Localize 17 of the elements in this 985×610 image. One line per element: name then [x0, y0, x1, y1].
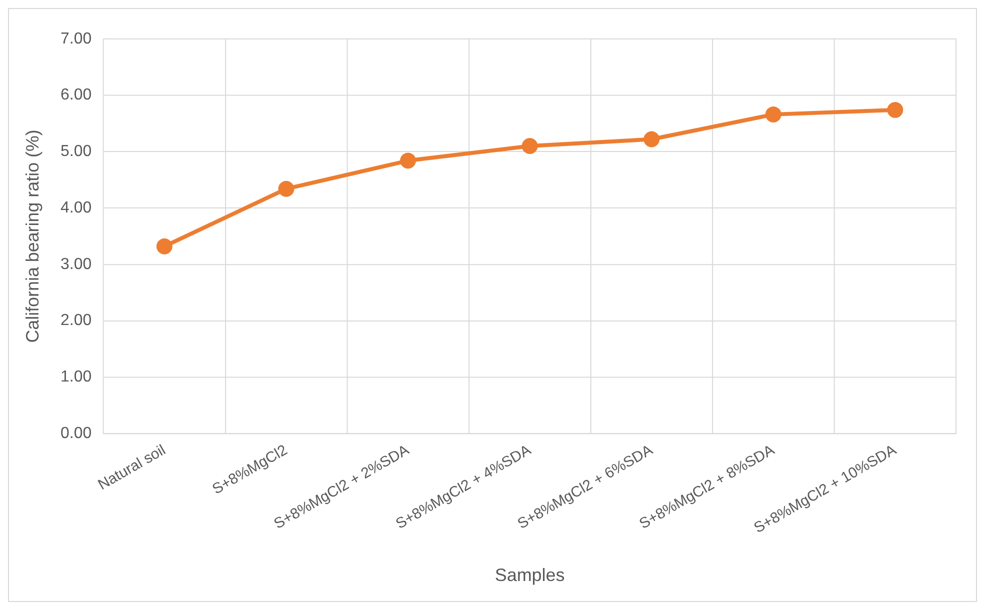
y-axis-title: California bearing ratio (%) — [22, 130, 43, 343]
point — [522, 138, 538, 154]
point — [278, 180, 294, 197]
x-axis-title: Samples — [494, 565, 565, 586]
y-tick-label: 0.00 — [60, 424, 92, 442]
point — [400, 152, 416, 169]
y-tick-label: 3.00 — [60, 256, 92, 273]
point — [644, 131, 660, 148]
point — [765, 106, 782, 122]
point — [887, 102, 904, 118]
point — [156, 238, 172, 254]
y-tick-label: 4.00 — [60, 199, 92, 216]
y-tick-label: 2.00 — [60, 312, 92, 330]
y-tick-label: 5.00 — [60, 143, 92, 160]
y-tick-label: 6.00 — [60, 86, 92, 104]
y-tick-label: 7.00 — [60, 30, 92, 48]
y-tick-label: 1.00 — [60, 368, 92, 386]
